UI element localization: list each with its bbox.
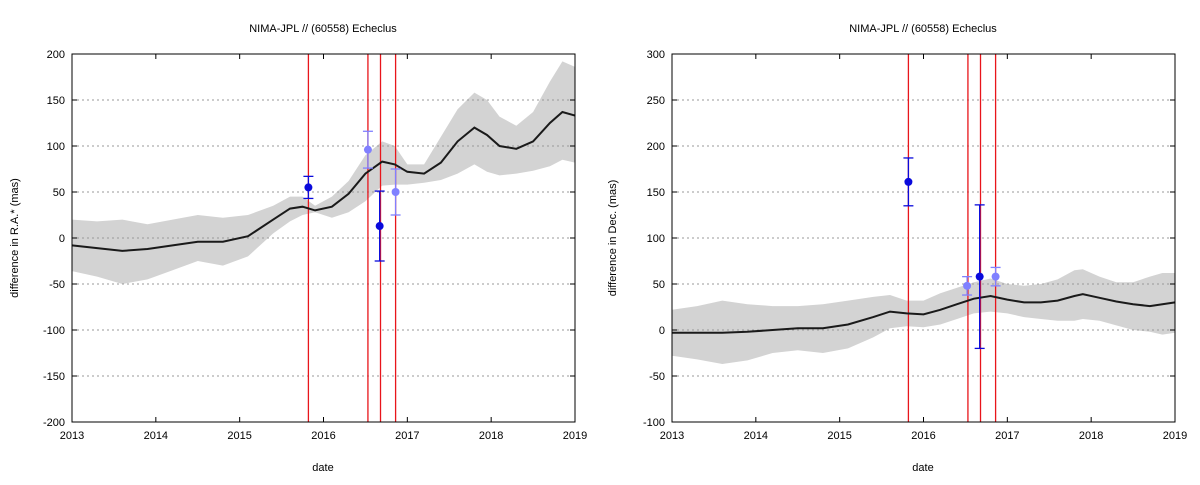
data-point: [991, 272, 1000, 281]
chart-title: NIMA-JPL // (60558) Echeclus: [249, 23, 397, 35]
y-axis-label: difference in Dec. (mas): [607, 180, 619, 297]
x-tick-label: 2013: [60, 430, 84, 442]
y-tick-label: -50: [49, 279, 65, 291]
y-tick-label: 200: [647, 141, 665, 153]
x-tick-label: 2019: [1163, 430, 1187, 442]
x-tick-label: 2014: [144, 430, 168, 442]
y-tick-label: 300: [647, 49, 665, 61]
data-point: [975, 272, 984, 281]
uncertainty-band: [72, 61, 575, 285]
y-tick-label: -150: [43, 371, 65, 383]
chart-title: NIMA-JPL // (60558) Echeclus: [849, 23, 997, 35]
data-point: [363, 145, 372, 154]
y-tick-label: -50: [649, 371, 665, 383]
ra-panel: NIMA-JPL // (60558) Echeclus date differ…: [9, 23, 587, 474]
data-point: [904, 177, 913, 186]
data-point: [304, 183, 313, 192]
x-tick-label: 2019: [563, 430, 587, 442]
x-tick-label: 2015: [227, 430, 251, 442]
y-axis-label: difference in R.A.* (mas): [9, 178, 21, 298]
y-tick-label: -200: [43, 417, 65, 429]
y-tick-label: 250: [647, 95, 665, 107]
x-axis-label: date: [912, 462, 933, 474]
x-tick-label: 2015: [827, 430, 851, 442]
y-tick-label: 50: [53, 187, 65, 199]
y-tick-label: 0: [659, 325, 665, 337]
model-line: [71, 110, 576, 252]
y-tick-label: -100: [43, 325, 65, 337]
x-tick-label: 2018: [479, 430, 503, 442]
y-tick-label: 150: [47, 95, 65, 107]
data-point: [963, 281, 972, 290]
y-tick-label: -100: [643, 417, 665, 429]
x-tick-label: 2014: [744, 430, 768, 442]
y-tick-label: 200: [47, 49, 65, 61]
x-tick-label: 2016: [911, 430, 935, 442]
y-tick-label: 0: [59, 233, 65, 245]
uncertainty-band: [672, 269, 1175, 364]
y-tick-label: 100: [47, 141, 65, 153]
y-tick-label: 100: [647, 233, 665, 245]
data-point: [375, 222, 384, 231]
x-tick-label: 2017: [395, 430, 419, 442]
model-line: [672, 293, 1176, 334]
dec-panel: NIMA-JPL // (60558) Echeclus date differ…: [607, 23, 1187, 474]
y-tick-label: 50: [653, 279, 665, 291]
x-tick-label: 2018: [1079, 430, 1103, 442]
y-tick-label: 150: [647, 187, 665, 199]
x-axis-label: date: [312, 462, 333, 474]
data-point: [391, 188, 400, 196]
x-tick-label: 2013: [660, 430, 684, 442]
x-tick-label: 2016: [311, 430, 335, 442]
x-tick-label: 2017: [995, 430, 1019, 442]
